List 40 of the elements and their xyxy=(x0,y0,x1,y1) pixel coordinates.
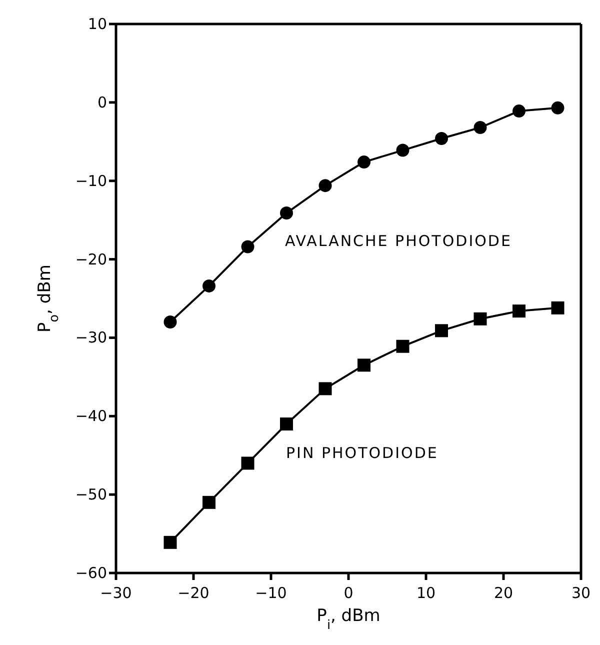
point xyxy=(474,121,487,134)
y-tick-label: −30 xyxy=(75,328,107,347)
series-label: PIN PHOTODIODE xyxy=(286,444,438,462)
point xyxy=(474,312,487,326)
point xyxy=(358,156,370,169)
point xyxy=(280,417,293,430)
y-tick-label: −40 xyxy=(75,407,107,426)
y-tick-label: −10 xyxy=(75,172,107,190)
y-tick-label: −50 xyxy=(75,486,107,504)
point xyxy=(512,304,526,318)
x-tick-label: −30 xyxy=(100,584,132,602)
point xyxy=(358,358,370,372)
point xyxy=(164,316,177,329)
point xyxy=(396,144,410,157)
point xyxy=(318,382,332,396)
point xyxy=(435,132,448,146)
point xyxy=(512,104,526,118)
x-tick-label: −10 xyxy=(255,584,287,602)
y-tick-label: 0 xyxy=(97,93,107,112)
x-tick-label: 10 xyxy=(416,584,436,602)
point xyxy=(241,456,254,470)
y-tick-label: −60 xyxy=(75,564,107,582)
point xyxy=(551,301,564,314)
point xyxy=(164,536,177,549)
x-tick-label: −20 xyxy=(178,584,210,602)
series-label: AVALANCHE PHOTODIODE xyxy=(285,232,512,250)
x-tick-label: 20 xyxy=(494,584,514,602)
point xyxy=(202,279,216,292)
y-tick-label: 10 xyxy=(88,15,107,33)
point xyxy=(435,324,448,338)
point xyxy=(280,206,293,220)
point xyxy=(318,179,332,192)
y-tick-label: −20 xyxy=(75,250,107,268)
point xyxy=(241,240,254,254)
point xyxy=(551,101,564,114)
x-tick-label: 30 xyxy=(571,584,591,602)
x-tick-label: 0 xyxy=(344,584,354,602)
x-axis-title: P$_{i}$, dBm xyxy=(316,606,380,632)
point xyxy=(396,340,410,353)
point xyxy=(202,496,216,509)
